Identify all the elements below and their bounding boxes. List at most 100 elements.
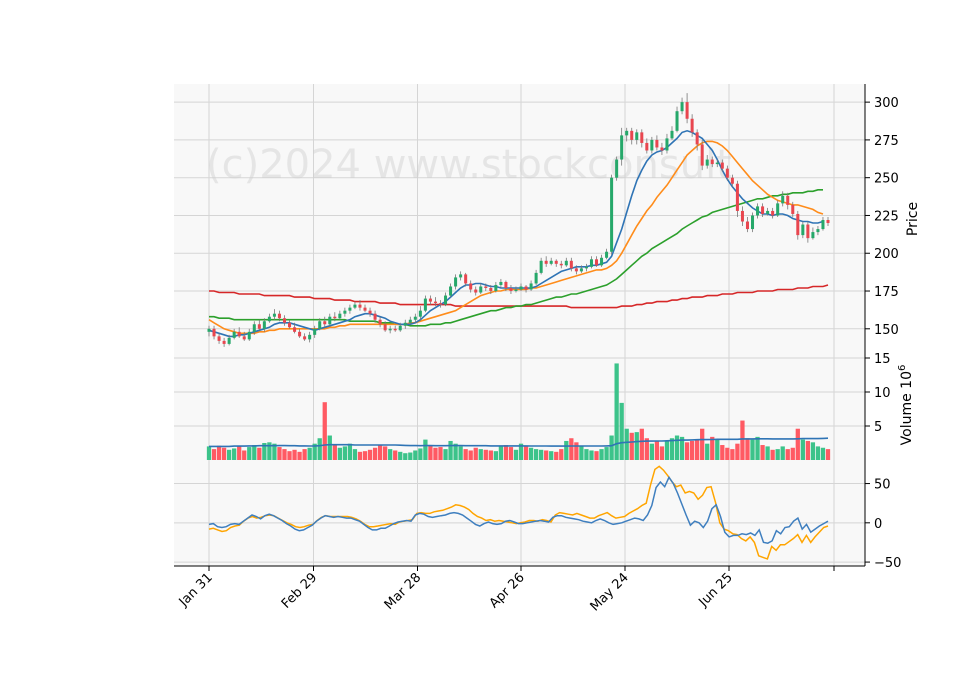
candle-body [237,331,241,337]
candle-body [806,224,810,239]
volume-bar [750,439,755,460]
candlestick [735,180,739,217]
volume-bar [674,435,680,460]
candlestick [267,313,271,323]
candlestick [675,106,679,133]
oscillator-tick-label: 50 [874,478,891,493]
volume-bar [478,449,483,460]
volume-axis-label: Volume 106 [897,365,915,446]
volume-bar [785,449,790,460]
volume-panel [206,363,831,460]
candlestick [665,133,669,154]
candlestick [423,295,427,313]
candlestick [438,300,443,308]
candlestick [293,322,297,334]
candlestick [408,316,412,325]
candle-body [428,298,432,302]
volume-bar [735,443,740,460]
volume-bar [720,445,725,460]
candle-body [247,331,251,340]
candle-body [549,260,553,264]
candlestick [640,129,644,148]
candlestick [514,286,518,293]
volume-bar [277,447,282,460]
candlestick [725,165,729,181]
volume-bar [705,443,710,460]
candlestick [695,129,699,151]
volume-tick-label: 15 [874,352,891,367]
candlestick [559,260,563,269]
candle-body [584,266,588,269]
price-tick-label: 175 [874,285,899,300]
candlestick [766,207,770,216]
volume-bar [634,432,639,460]
candle-body [786,195,790,205]
candle-body [464,274,468,284]
candlestick [252,321,256,335]
candle-body [242,336,246,340]
candlestick [730,174,734,187]
candlestick [821,216,825,231]
candlestick [212,325,216,340]
candle-body [766,210,770,214]
volume-bar [347,443,353,460]
candle-body [267,316,271,322]
volume-bar [725,447,730,460]
candle-body [776,203,780,216]
volume-bar [805,440,811,460]
price-tick-label: 250 [874,172,899,187]
volume-bar [307,447,312,460]
candle-body [469,283,473,290]
volume-bar [679,436,685,460]
candlestick [610,174,614,255]
volume-bar [604,447,609,460]
candle-body [700,144,704,166]
candle-body [640,132,644,143]
candle-body [499,281,503,285]
volume-bar [282,449,287,460]
candle-body [343,310,347,314]
volume-bar [408,452,413,460]
volume-bar [790,447,795,460]
candlestick [433,297,437,307]
volume-bar [669,438,675,460]
oscillator-line-1 [208,475,829,544]
candlestick [328,313,332,326]
volume-bar [423,439,428,460]
candlestick [333,312,337,322]
candle-body [303,336,307,340]
candlestick [222,337,226,347]
candle-body [630,130,634,140]
candlestick [670,126,674,140]
candle-body [730,177,734,184]
candle-body [504,281,508,288]
candlestick [353,301,357,310]
volume-bar [649,443,655,460]
volume-bar [357,451,363,460]
candle-body [262,321,266,329]
candle-body [217,336,221,341]
candle-body [685,102,689,119]
candlestick [685,93,689,124]
volume-bar [765,446,770,460]
candle-body [620,135,624,160]
volume-bar [211,449,217,460]
candle-body [388,328,392,331]
candlestick [383,321,387,332]
volume-bar [574,442,579,460]
candlestick [494,281,498,293]
volume-bar [438,447,443,460]
candlestick [630,127,634,145]
volume-bar [800,439,805,460]
candle-body [222,340,226,344]
volume-bar [262,443,267,460]
candlestick [519,283,523,292]
volume-bar [453,443,458,460]
candle-body [660,147,664,151]
candlestick [403,319,407,329]
candle-body [680,102,684,112]
candle-body [751,215,755,230]
candle-body [393,328,397,331]
